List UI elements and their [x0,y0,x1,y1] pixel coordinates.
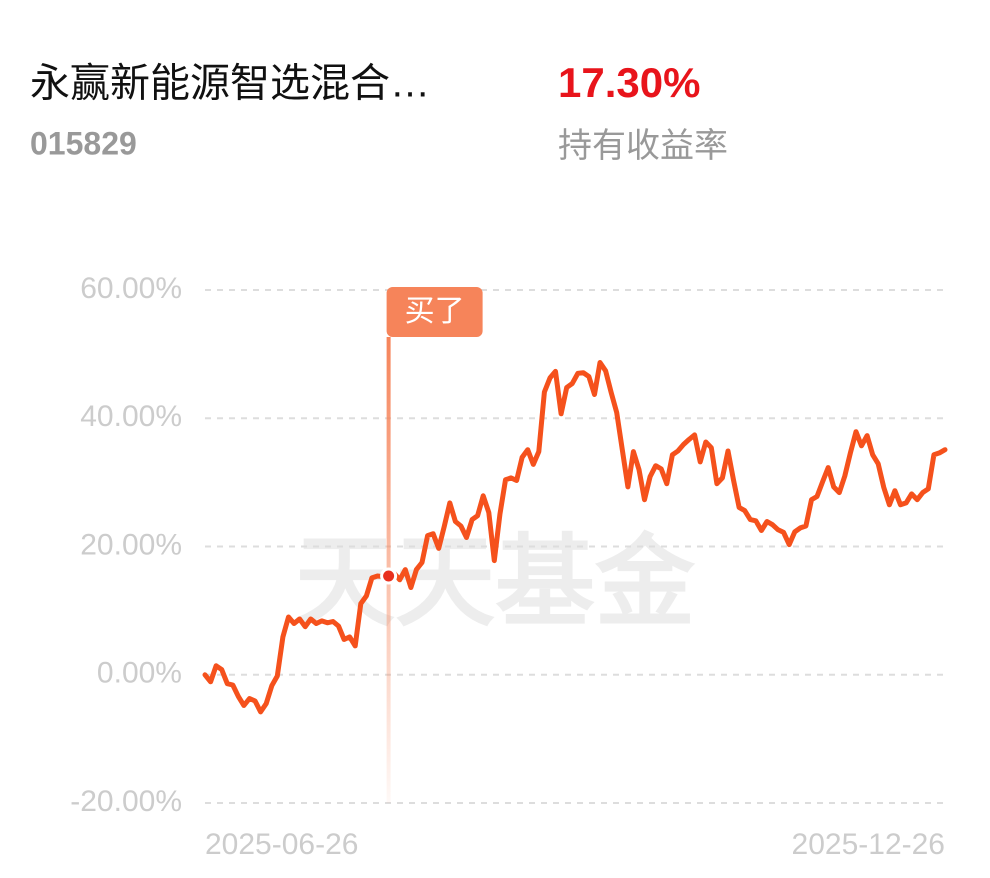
buy-point [380,567,398,585]
buy-badge [386,287,483,337]
return-value: 17.30% [558,59,700,106]
line-series [202,360,948,715]
y-tick-label: 40.00% [80,400,182,433]
fund-code: 015829 [30,125,137,161]
y-tick-label: 20.00% [80,528,182,561]
buy-label: 买了 [405,295,465,328]
x-tick-label: 2025-06-26 [205,828,358,861]
fund-title: 永赢新能源智选混合… [30,62,430,106]
y-tick-label: 0.00% [97,657,182,690]
y-tick-label: -20.00% [70,785,182,818]
y-tick-label: 60.00% [80,272,182,305]
return-label: 持有收益率 [558,127,728,165]
x-tick-label: 2025-12-26 [792,828,945,861]
